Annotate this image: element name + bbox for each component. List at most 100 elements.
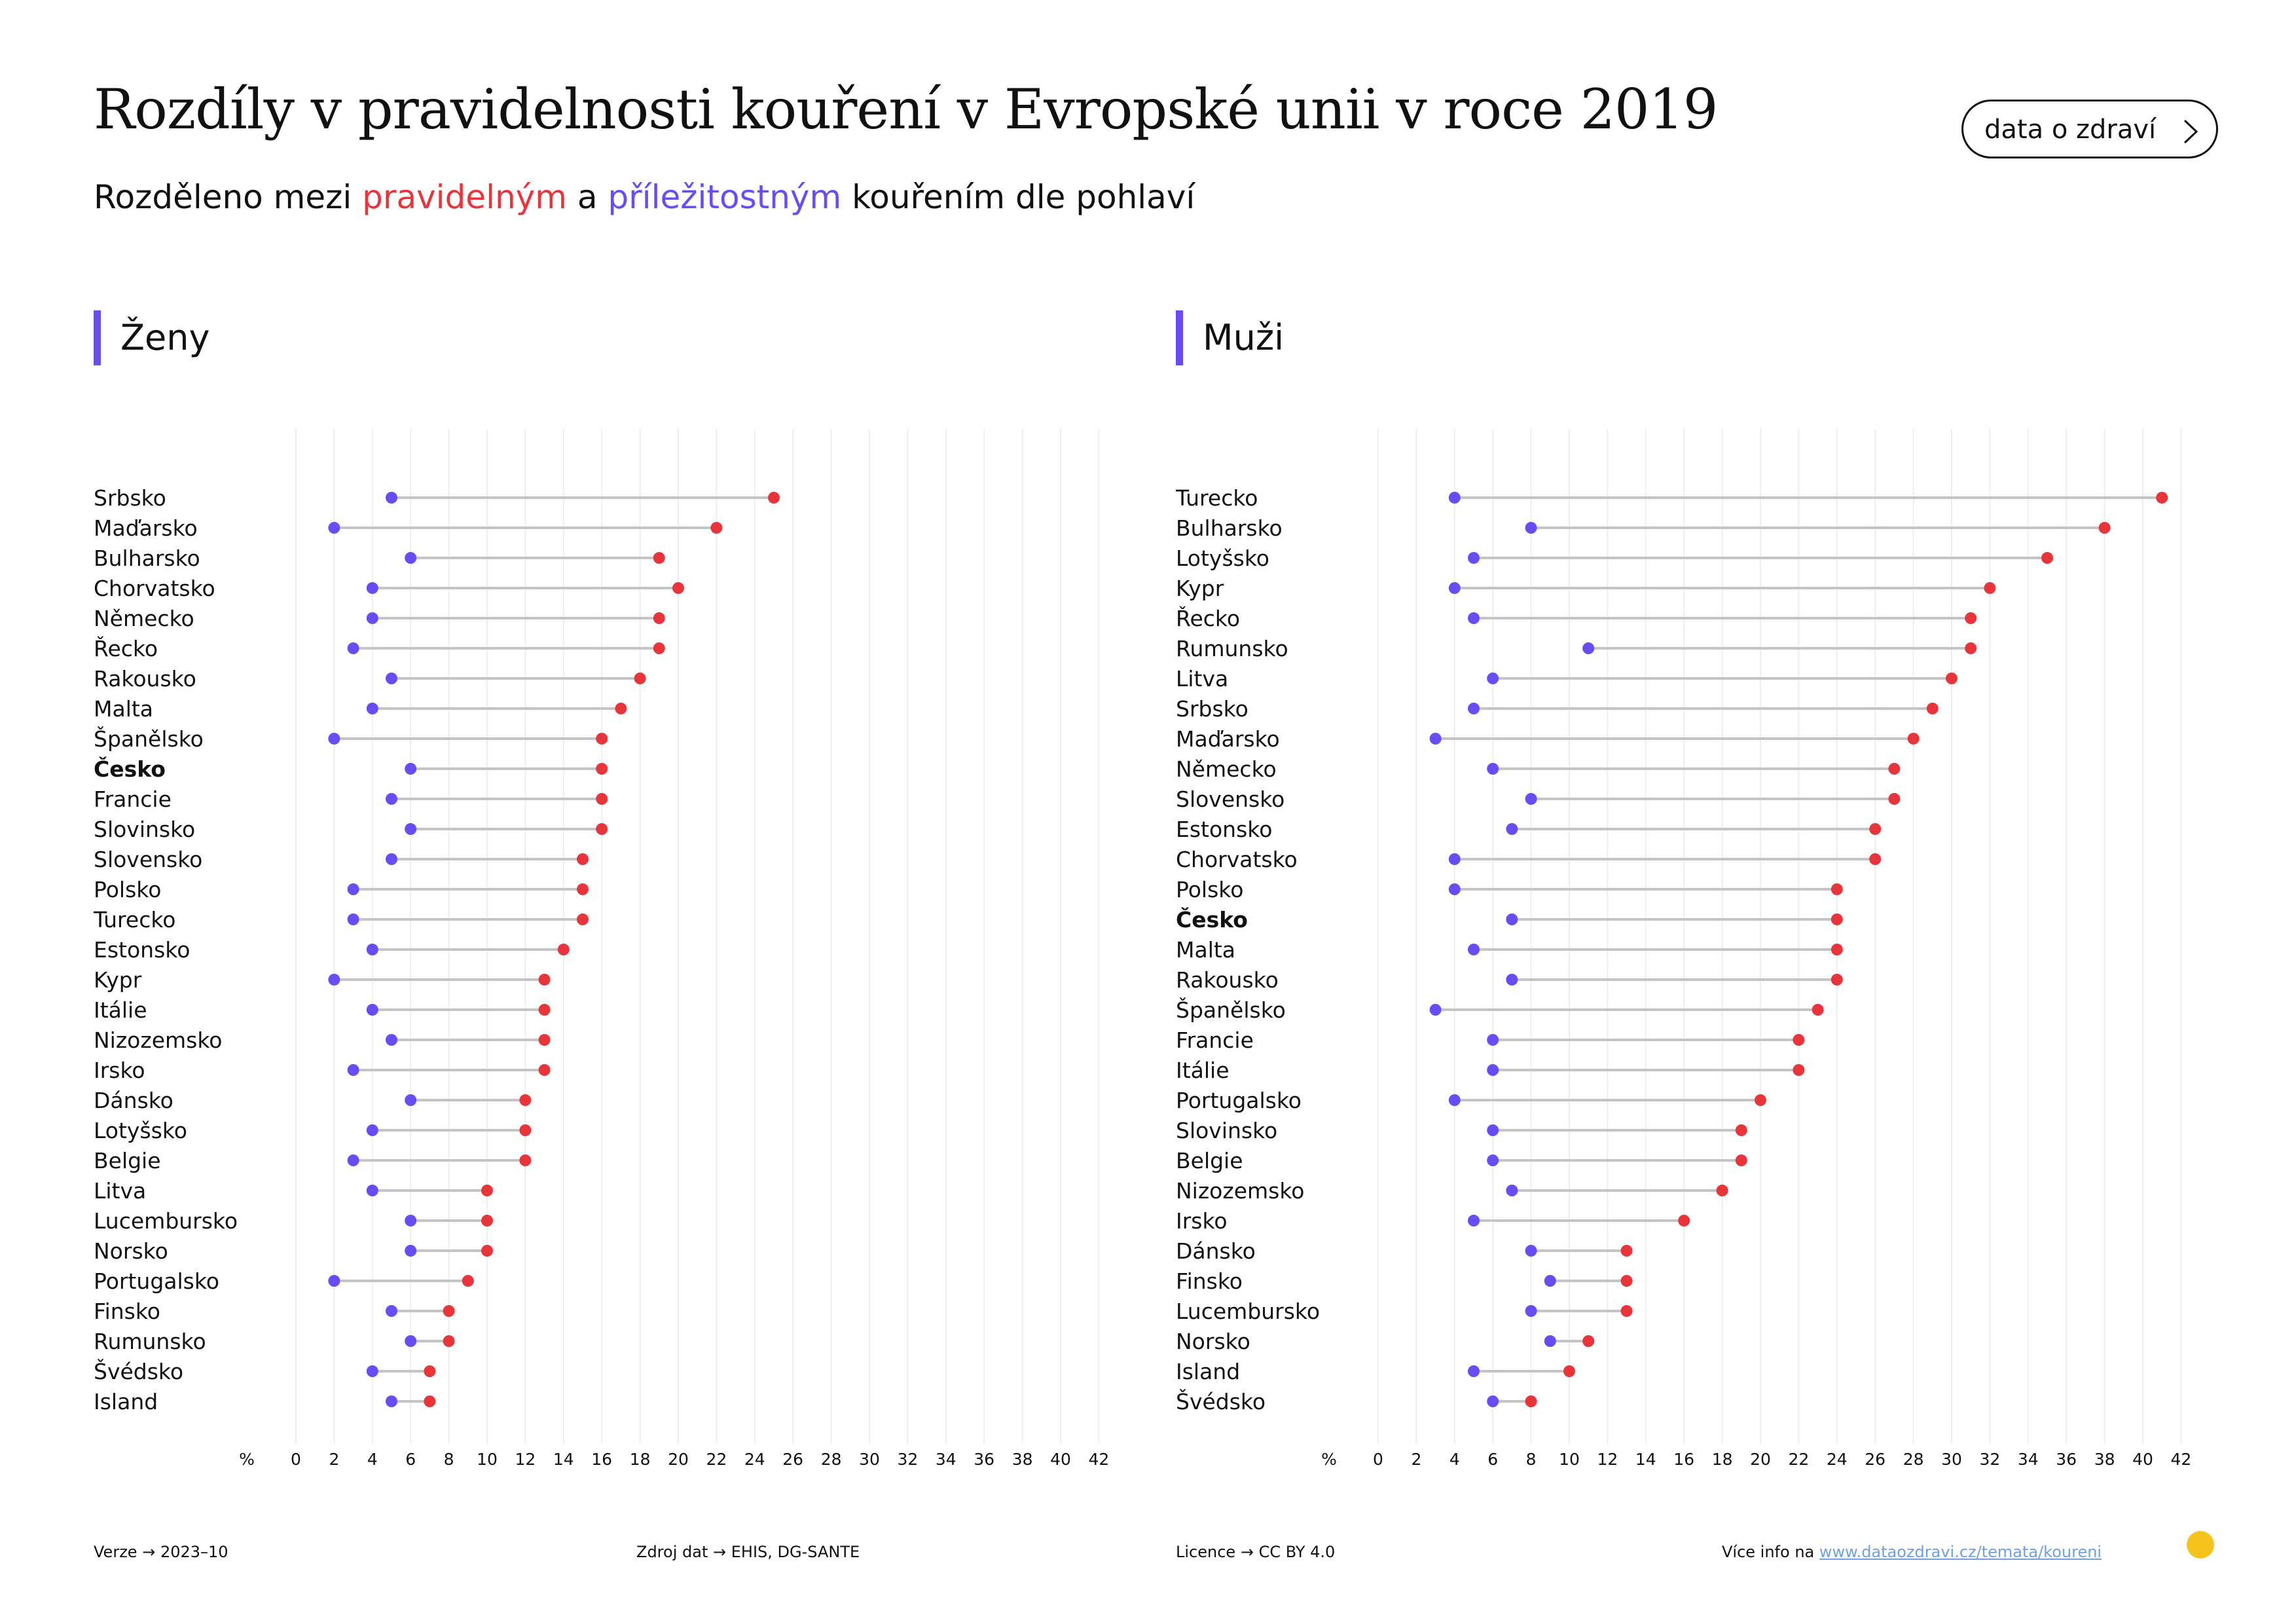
occasional-point bbox=[1487, 1154, 1499, 1166]
occasional-point bbox=[405, 1335, 417, 1347]
regular-point bbox=[2041, 552, 2053, 564]
occasional-point bbox=[328, 522, 340, 534]
country-label: Estonsko bbox=[1176, 817, 1272, 842]
regular-point bbox=[634, 673, 646, 684]
occasional-point bbox=[366, 612, 378, 624]
occasional-point bbox=[347, 883, 359, 895]
regular-point bbox=[710, 522, 723, 534]
occasional-point bbox=[1448, 1094, 1461, 1106]
x-tick-label: 12 bbox=[515, 1450, 536, 1469]
country-label: Řecko bbox=[1176, 605, 1240, 631]
regular-point bbox=[538, 1064, 551, 1076]
occasional-point bbox=[386, 1395, 397, 1407]
occasional-point bbox=[405, 552, 417, 564]
x-tick-label: 34 bbox=[936, 1450, 957, 1469]
occasional-point bbox=[405, 1245, 417, 1257]
regular-point bbox=[462, 1275, 474, 1287]
footer-source-value: EHIS, DG-SANTE bbox=[731, 1543, 860, 1561]
occasional-point bbox=[366, 1185, 378, 1196]
footer-license-value: CC BY 4.0 bbox=[1258, 1543, 1336, 1561]
country-label: Rakousko bbox=[94, 666, 196, 692]
country-label: Chorvatsko bbox=[94, 576, 215, 601]
footer-version: Verze → 2023–10 bbox=[94, 1543, 228, 1561]
country-label: Litva bbox=[1176, 666, 1228, 692]
country-label: Norsko bbox=[94, 1238, 168, 1264]
regular-point bbox=[1620, 1275, 1633, 1287]
country-label: Polsko bbox=[94, 877, 161, 902]
regular-point bbox=[519, 1094, 532, 1106]
regular-point bbox=[1582, 1335, 1595, 1347]
page-subtitle: Rozděleno mezi pravidelným a příležitost… bbox=[94, 178, 1195, 216]
country-label: Maďarsko bbox=[94, 515, 198, 541]
footer-license: Licence → CC BY 4.0 bbox=[1176, 1543, 1335, 1561]
more-info-link[interactable]: www.dataozdravi.cz/temata/koureni bbox=[1819, 1543, 2102, 1561]
x-tick-label: 40 bbox=[1050, 1450, 1071, 1469]
x-tick-label: 16 bbox=[1673, 1450, 1694, 1469]
footer-license-label: Licence bbox=[1176, 1543, 1236, 1561]
occasional-point bbox=[366, 1124, 378, 1136]
regular-point bbox=[424, 1395, 436, 1407]
occasional-point bbox=[1468, 552, 1480, 564]
country-label: Turecko bbox=[93, 907, 175, 932]
regular-point bbox=[577, 853, 589, 865]
country-label: Maďarsko bbox=[1176, 726, 1280, 752]
footer-more-info: Více info na www.dataozdravi.cz/temata/k… bbox=[1722, 1543, 2102, 1561]
occasional-point bbox=[1487, 1064, 1499, 1076]
country-label: Kypr bbox=[94, 967, 142, 993]
regular-point bbox=[1678, 1215, 1690, 1227]
regular-point bbox=[653, 642, 665, 654]
country-label: Itálie bbox=[94, 997, 147, 1023]
regular-point bbox=[481, 1215, 493, 1227]
x-axis-unit: % bbox=[1321, 1450, 1337, 1469]
occasional-point bbox=[366, 1365, 378, 1377]
regular-point bbox=[1563, 1365, 1575, 1377]
country-label: Belgie bbox=[94, 1148, 161, 1173]
x-tick-label: 38 bbox=[2094, 1450, 2115, 1469]
x-tick-label: 14 bbox=[1635, 1450, 1656, 1469]
country-label: Německo bbox=[94, 606, 194, 631]
occasional-point bbox=[1468, 612, 1480, 624]
x-tick-label: 38 bbox=[1012, 1450, 1033, 1469]
data-o-zdravi-label: data o zdraví bbox=[1984, 115, 2157, 145]
footer-version-label: Verze bbox=[94, 1543, 137, 1561]
country-label: Litva bbox=[94, 1178, 146, 1204]
occasional-point bbox=[1487, 673, 1499, 684]
panel-title-women: Ženy bbox=[94, 310, 210, 365]
x-tick-label: 10 bbox=[477, 1450, 498, 1469]
subtitle-occasional: příležitostným bbox=[608, 178, 842, 216]
regular-point bbox=[1888, 793, 1901, 805]
x-tick-label: 8 bbox=[1526, 1450, 1537, 1469]
regular-point bbox=[1965, 642, 1977, 654]
regular-point bbox=[519, 1124, 532, 1136]
data-o-zdravi-button[interactable]: data o zdraví bbox=[1961, 100, 2218, 158]
regular-point bbox=[768, 492, 780, 504]
country-label: Estonsko bbox=[94, 937, 190, 963]
x-tick-label: 26 bbox=[782, 1450, 803, 1469]
country-label: Rumunsko bbox=[1176, 636, 1288, 661]
country-label: Španělsko bbox=[1176, 997, 1286, 1023]
regular-point bbox=[1946, 673, 1958, 684]
country-label: Bulharsko bbox=[94, 545, 200, 571]
regular-point bbox=[596, 763, 608, 775]
footer-version-value: 2023–10 bbox=[160, 1543, 228, 1561]
x-tick-label: 10 bbox=[1559, 1450, 1580, 1469]
occasional-point bbox=[405, 1094, 417, 1106]
x-tick-label: 24 bbox=[1827, 1450, 1848, 1469]
occasional-point bbox=[386, 793, 397, 805]
regular-point bbox=[1831, 883, 1843, 895]
regular-point bbox=[1620, 1305, 1633, 1317]
country-label: Portugalsko bbox=[94, 1268, 219, 1294]
x-tick-label: 28 bbox=[1903, 1450, 1924, 1469]
regular-point bbox=[2156, 492, 2168, 504]
x-tick-label: 8 bbox=[444, 1450, 454, 1469]
country-label: Španělsko bbox=[94, 726, 204, 752]
country-label: Bulharsko bbox=[1176, 515, 1283, 541]
occasional-point bbox=[386, 492, 397, 504]
regular-point bbox=[1965, 612, 1977, 624]
country-label: Francie bbox=[1176, 1027, 1254, 1053]
country-label: Nizozemsko bbox=[1176, 1178, 1304, 1204]
occasional-point bbox=[1468, 944, 1480, 955]
regular-point bbox=[443, 1305, 455, 1317]
